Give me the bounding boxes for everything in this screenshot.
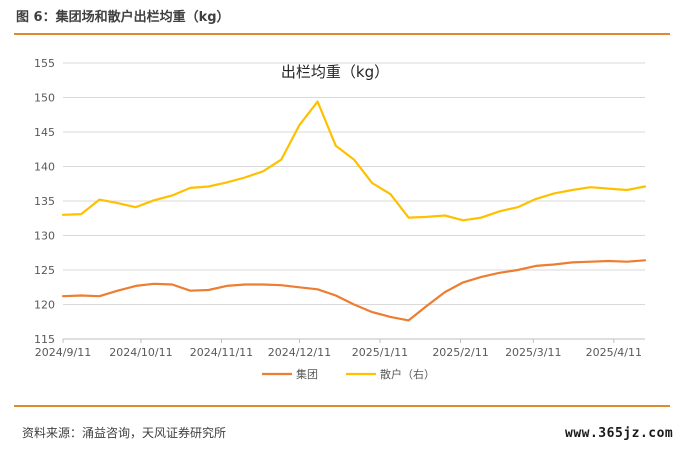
y-tick-label: 155 (34, 57, 55, 70)
y-tick-label: 150 (34, 92, 55, 105)
chart-title: 出栏均重（kg） (281, 63, 389, 81)
bottom-divider (14, 405, 670, 407)
y-tick-label: 115 (34, 333, 55, 346)
legend-label: 集团 (296, 367, 318, 381)
source-note: 资料来源：涌益咨询，天风证券研究所 (22, 426, 227, 440)
y-tick-label: 140 (34, 161, 55, 174)
y-tick-label: 145 (34, 126, 55, 139)
x-tick-label: 2025/3/11 (505, 346, 561, 359)
x-tick-label: 2024/9/11 (35, 346, 91, 359)
legend-label: 散户（右） (380, 367, 435, 381)
x-tick-label: 2024/10/11 (109, 346, 172, 359)
y-axis-ticks: 115 120 125 130 135 140 145 150 155 (34, 57, 55, 346)
x-tick-label: 2024/11/11 (190, 346, 253, 359)
y-tick-label: 120 (34, 299, 55, 312)
y-tick-label: 135 (34, 195, 55, 208)
series-lines (61, 100, 647, 322)
y-tick-label: 130 (34, 230, 55, 243)
watermark: www.365jz.com (565, 426, 674, 441)
legend: 集团 散户（右） (262, 367, 435, 381)
figure-title: 图 6：集团场和散户出栏均重（kg） (16, 10, 230, 25)
x-tick-label: 2025/1/11 (352, 346, 408, 359)
x-axis-ticks: 2024/9/11 2024/10/11 2024/11/11 2024/12/11 2… (35, 339, 642, 359)
grid-lines (63, 62, 645, 340)
x-tick-label: 2025/2/11 (432, 346, 488, 359)
y-tick-label: 125 (34, 264, 55, 277)
series-line-retail (61, 100, 647, 222)
x-tick-label: 2025/4/11 (586, 346, 642, 359)
top-divider (14, 33, 670, 35)
x-tick-label: 2024/12/11 (268, 346, 331, 359)
series-line-group (61, 259, 647, 322)
